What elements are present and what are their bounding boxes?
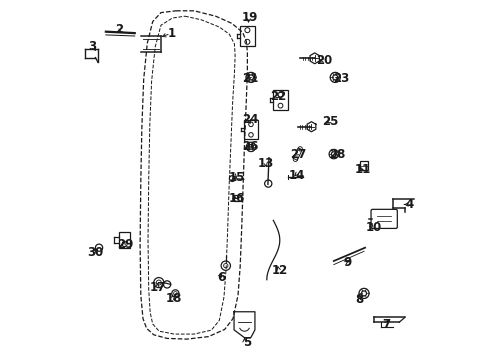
Text: 18: 18 [166, 292, 182, 305]
Text: 2: 2 [115, 23, 123, 36]
Bar [239, 26, 254, 46]
Bar [233, 195, 241, 201]
Text: 9: 9 [342, 256, 350, 269]
Text: 7: 7 [382, 318, 390, 331]
Text: 19: 19 [241, 11, 258, 24]
Text: 23: 23 [332, 72, 348, 85]
Bar [244, 120, 257, 139]
Text: 22: 22 [270, 90, 286, 103]
Text: 20: 20 [316, 54, 332, 67]
Bar [360, 161, 367, 170]
Text: 17: 17 [150, 281, 166, 294]
Bar [272, 90, 287, 110]
Text: 27: 27 [289, 148, 305, 161]
Text: 21: 21 [241, 72, 258, 85]
Text: 12: 12 [271, 264, 287, 277]
Text: 4: 4 [405, 198, 413, 211]
Text: 1: 1 [167, 27, 176, 40]
Text: 14: 14 [288, 169, 304, 182]
Text: 11: 11 [354, 163, 370, 176]
Text: 5: 5 [243, 336, 251, 349]
Text: 29: 29 [117, 238, 133, 251]
Text: 26: 26 [241, 140, 258, 153]
Text: 8: 8 [355, 293, 363, 306]
Text: 13: 13 [258, 157, 274, 170]
Bar [119, 232, 130, 248]
Text: 10: 10 [365, 221, 381, 234]
Text: 28: 28 [328, 148, 345, 161]
Text: 6: 6 [217, 271, 225, 284]
Text: 15: 15 [228, 171, 244, 184]
Text: 24: 24 [241, 113, 258, 126]
Text: 16: 16 [228, 192, 244, 205]
Text: 30: 30 [87, 246, 103, 259]
Text: 25: 25 [321, 115, 338, 128]
Text: 3: 3 [88, 40, 97, 53]
